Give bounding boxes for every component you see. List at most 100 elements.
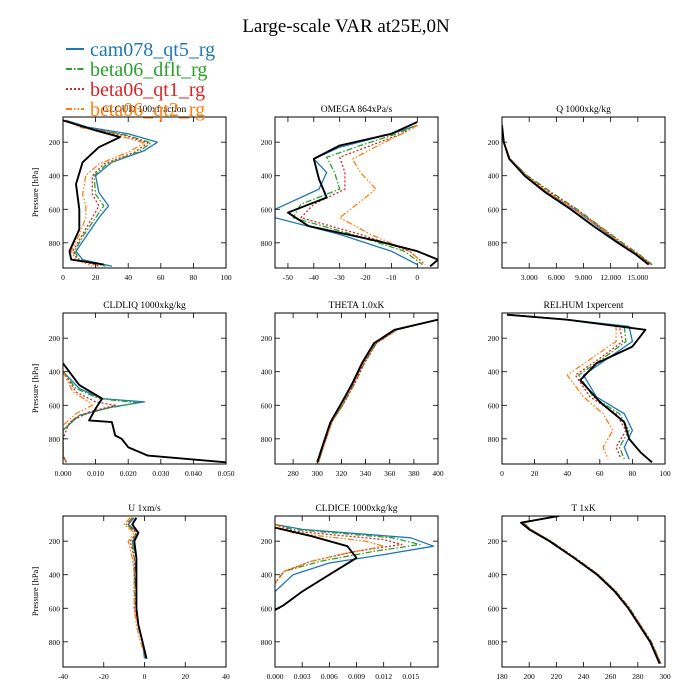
series-line-1: [275, 124, 418, 266]
plot-frame: [274, 312, 439, 465]
panel-title: U 1xm/s: [128, 504, 161, 514]
x-tick-label: 300: [659, 672, 671, 681]
y-axis-label: Pressure [hPa]: [30, 168, 40, 218]
panel-omega: OMEGA 864xPa/s -50 -40 -30 -20 -10 0 200 400 600 8…: [261, 105, 439, 282]
y-tick-label: 400: [261, 571, 273, 580]
x-tick-label: 0.006: [321, 672, 338, 681]
y-axis-label: Pressure [hPa]: [30, 364, 40, 414]
figure-title: Large-scale VAR at25E,0N: [242, 16, 450, 37]
panel-title: OMEGA 864xPa/s: [321, 105, 393, 115]
x-tick-label: 0: [415, 273, 419, 282]
x-tick-label: 0.012: [375, 672, 392, 681]
y-tick-label: 200: [49, 138, 61, 147]
x-tick-label: 40: [222, 672, 230, 681]
series-line-3: [63, 371, 116, 463]
panel-theta: THETA 1.0xK 280 300 320 340 360 380 400 200 400 60…: [261, 301, 444, 478]
x-tick-label: 15.000: [628, 273, 649, 282]
panel-title: CLDLIQ 1000xkg/kg: [103, 301, 186, 311]
y-tick-label: 400: [49, 571, 61, 580]
series-line-3: [317, 319, 438, 463]
x-tick-label: 340: [360, 469, 372, 478]
legend-label: beta06_dflt_rg: [90, 59, 207, 81]
x-tick-label: -40: [309, 273, 319, 282]
series-line-5: [131, 517, 148, 659]
series-line-3: [502, 125, 652, 266]
y-tick-label: 200: [488, 138, 500, 147]
x-tick-label: 0: [143, 672, 147, 681]
y-tick-label: 200: [488, 334, 500, 343]
x-tick-label: 12.000: [600, 273, 621, 282]
series-line-3: [510, 314, 627, 460]
x-tick-label: 320: [336, 469, 348, 478]
y-tick-label: 800: [261, 435, 273, 444]
panel-title: CLDICE 1000xkg/kg: [315, 504, 397, 514]
panel-title: RELHUM 1xpercent: [544, 301, 624, 311]
y-tick-label: 400: [488, 368, 500, 377]
x-tick-label: 400: [432, 469, 444, 478]
x-tick-label: 280: [632, 672, 644, 681]
x-tick-label: 180: [496, 672, 508, 681]
x-tick-label: 380: [408, 469, 420, 478]
x-tick-label: -20: [361, 273, 371, 282]
series-line-5: [506, 313, 653, 464]
series-group: [123, 517, 148, 659]
y-tick-label: 400: [488, 571, 500, 580]
series-line-3: [127, 517, 148, 659]
y-tick-label: 800: [261, 239, 273, 248]
x-tick-label: 0.003: [294, 672, 311, 681]
y-tick-label: 400: [49, 368, 61, 377]
series-line-5: [316, 318, 438, 463]
series-line-3: [275, 523, 403, 584]
series-group: [63, 119, 159, 267]
plot-frame: [62, 116, 227, 269]
series-line-5: [275, 526, 358, 611]
series-group: [275, 523, 435, 611]
x-tick-label: -20: [99, 672, 109, 681]
series-line-5: [520, 516, 661, 664]
x-tick-label: 60: [157, 273, 165, 282]
series-group: [502, 125, 653, 266]
series-line-4: [339, 124, 426, 266]
y-tick-label: 600: [49, 401, 61, 410]
series-line-1: [275, 523, 435, 609]
plot-frame: [62, 312, 227, 465]
x-tick-label: 0.009: [348, 672, 365, 681]
x-tick-label: 240: [578, 672, 590, 681]
y-tick-label: 200: [261, 537, 273, 546]
series-group: [316, 318, 438, 463]
panel-title: CLOUD 100xfraction: [103, 104, 187, 115]
legend-label: beta06_qt1_rg: [90, 79, 205, 101]
x-tick-label: 40: [563, 469, 571, 478]
y-tick-label: 800: [261, 638, 273, 647]
series-line-1: [66, 119, 159, 267]
series-line-4: [317, 319, 438, 463]
panel-cldice: CLDICE 1000xkg/kg 0.000 0.003 0.006 0.009 0.0…: [261, 504, 439, 681]
y-tick-label: 400: [488, 172, 500, 181]
y-tick-label: 800: [49, 239, 61, 248]
series-group: [506, 313, 653, 464]
y-tick-label: 800: [488, 435, 500, 444]
panel-title: Q 1000xkg/kg: [556, 105, 611, 115]
series-line-3: [66, 119, 149, 267]
x-tick-label: 60: [596, 469, 604, 478]
x-tick-label: -30: [335, 273, 345, 282]
x-tick-label: -10: [386, 273, 396, 282]
x-tick-label: -40: [58, 672, 68, 681]
series-line-2: [502, 125, 653, 266]
series-group: [275, 121, 438, 268]
panel-q: Q 1000xkg/kg 3.000 6.000 9.000 12.000 15.000 2…: [488, 105, 666, 282]
panel-title: THETA 1.0xK: [329, 301, 385, 311]
y-tick-label: 600: [49, 205, 61, 214]
plot-frame: [62, 515, 227, 668]
y-tick-label: 400: [261, 172, 273, 181]
series-line-5: [63, 362, 226, 464]
legend: cam078_qt5_rgbeta06_dflt_rgbeta06_qt1_rg…: [66, 39, 215, 121]
plot-frame: [501, 515, 666, 668]
y-tick-label: 200: [261, 138, 273, 147]
series-group: [63, 362, 226, 464]
series-line-2: [66, 119, 152, 267]
x-tick-label: 9.000: [575, 273, 592, 282]
legend-label: beta06_qt2_rg: [90, 99, 205, 121]
y-axis-label: Pressure [hPa]: [30, 567, 40, 617]
